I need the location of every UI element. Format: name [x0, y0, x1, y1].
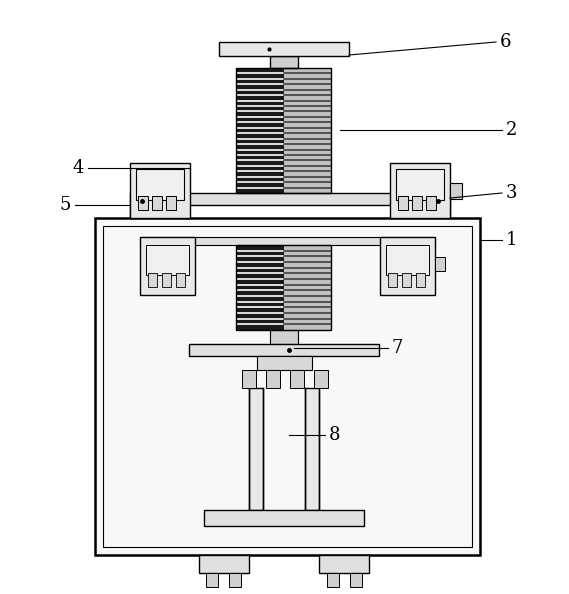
Bar: [426, 196, 436, 210]
Bar: [284, 68, 332, 193]
Bar: [284, 245, 332, 330]
Bar: [386, 245, 429, 275]
Bar: [435, 257, 445, 271]
Text: 4: 4: [73, 159, 84, 177]
Bar: [176, 273, 185, 287]
Bar: [140, 237, 435, 245]
Bar: [148, 273, 157, 287]
Bar: [270, 56, 298, 68]
Text: 8: 8: [329, 426, 340, 444]
Bar: [237, 245, 332, 330]
Bar: [95, 218, 480, 555]
Bar: [388, 273, 397, 287]
Text: 1: 1: [506, 231, 517, 249]
Bar: [237, 68, 332, 193]
Bar: [136, 169, 184, 200]
Text: 7: 7: [392, 339, 403, 357]
Bar: [229, 573, 241, 587]
Bar: [327, 573, 339, 587]
Bar: [396, 169, 444, 200]
Text: 3: 3: [506, 184, 517, 202]
Bar: [398, 196, 408, 210]
Bar: [103, 226, 472, 547]
Bar: [314, 370, 328, 388]
Bar: [146, 245, 189, 275]
Bar: [152, 196, 162, 210]
Bar: [319, 555, 369, 573]
Bar: [249, 388, 263, 510]
Bar: [189, 344, 379, 356]
Bar: [416, 273, 425, 287]
Bar: [257, 356, 312, 370]
Bar: [219, 42, 349, 56]
Bar: [130, 193, 450, 205]
Bar: [162, 273, 171, 287]
Bar: [402, 273, 411, 287]
Bar: [166, 196, 176, 210]
Bar: [290, 370, 304, 388]
Bar: [266, 370, 280, 388]
Bar: [412, 196, 422, 210]
Bar: [138, 196, 148, 210]
Bar: [380, 237, 435, 295]
Bar: [204, 510, 364, 526]
Bar: [350, 573, 362, 587]
Bar: [450, 183, 462, 199]
Bar: [237, 245, 284, 330]
Text: 5: 5: [60, 196, 71, 214]
Bar: [242, 370, 256, 388]
Text: 2: 2: [506, 121, 517, 139]
Bar: [390, 163, 450, 218]
Bar: [237, 68, 284, 193]
Text: 6: 6: [500, 33, 512, 51]
Bar: [199, 555, 249, 573]
Bar: [140, 237, 195, 295]
Bar: [130, 163, 190, 218]
Bar: [305, 388, 319, 510]
Bar: [206, 573, 218, 587]
Bar: [270, 330, 298, 344]
